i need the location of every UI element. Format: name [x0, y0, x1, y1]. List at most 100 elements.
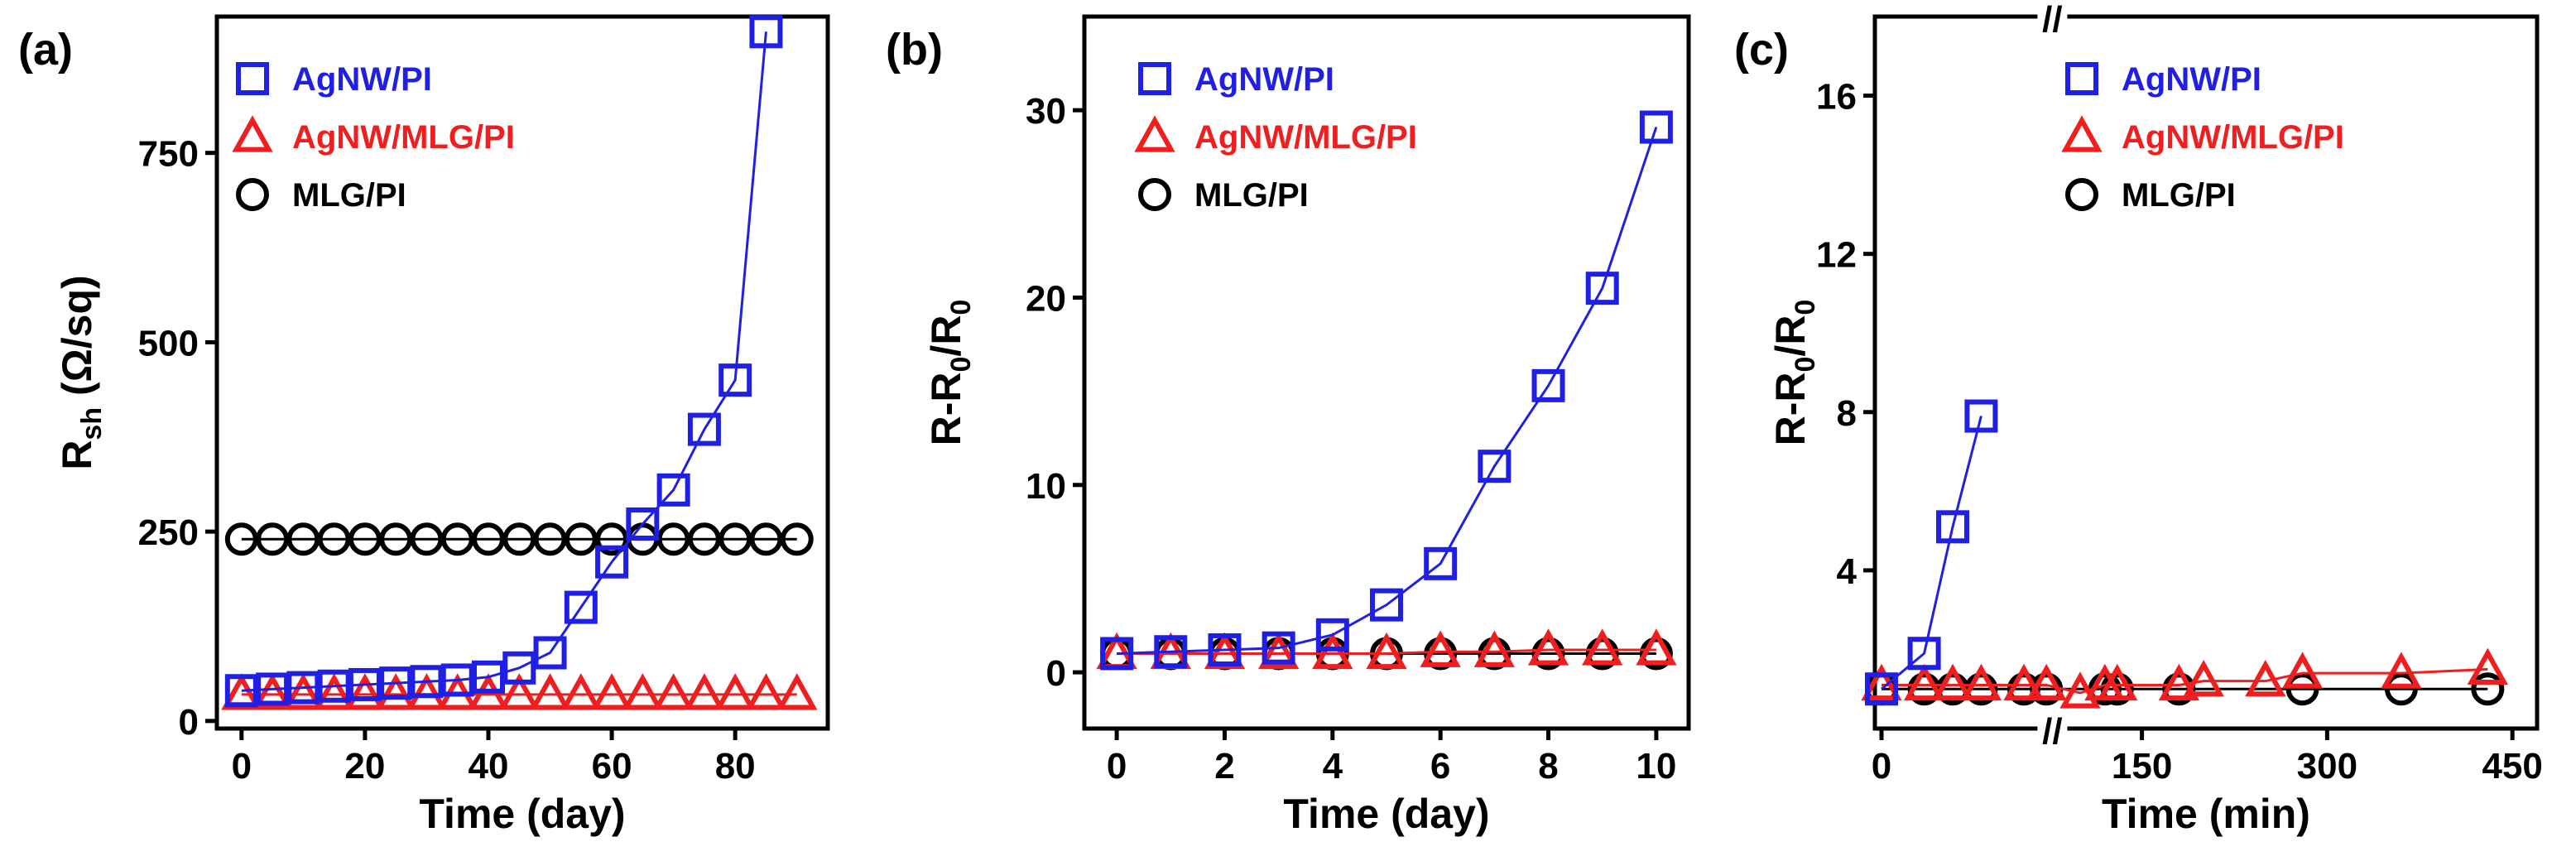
panel-a-series-agnw-mlg-pi-point — [375, 673, 416, 710]
panel-a-series-agnw-pi-point — [564, 590, 598, 624]
panel-b-legend-label-agnw-mlg-pi: AgNW/MLG/PI — [1194, 119, 1417, 156]
panel-c-series-agnw-mlg-pi-point — [2467, 647, 2508, 685]
panel-b: 0 2 4 6 8 10 0 10 20 30 Time (day) R-R0/R0 (b) AgNW/P… — [886, 14, 1691, 837]
panel-a-series-mlg-pi-point — [595, 522, 629, 556]
panel-b-xtick-label: 10 — [1636, 746, 1676, 786]
panel-b-series-agnw-mlg-pi-point — [1582, 628, 1623, 666]
panel-c-series-agnw-mlg-pi-point — [1932, 663, 1973, 701]
panel-c-series-agnw-pi-point — [1936, 510, 1969, 544]
panel-a-series-mlg-pi-point — [379, 522, 413, 556]
panel-b-series-agnw-mlg-pi-point — [1257, 632, 1300, 670]
panel-a-series-agnw-mlg-pi-point — [776, 673, 818, 710]
panel-a-ytick-label: 250 — [138, 512, 199, 553]
panel-a-series-agnw-mlg-pi-point — [498, 673, 540, 710]
panel-b-series-agnw-pi-point — [1370, 588, 1403, 622]
panel-c-legend-label-agnw-mlg-pi: AgNW/MLG/PI — [2122, 119, 2344, 156]
panel-c-xtick-label: 150 — [2112, 746, 2172, 786]
panel-b-series-agnw-pi-point — [1478, 450, 1511, 483]
panel-a-legend-marker-agnw-mlg-pi — [232, 115, 273, 152]
panel-a-series-agnw-pi-point — [472, 660, 505, 694]
panel-b-ytick-label: 30 — [1026, 91, 1066, 132]
panel-a-series-agnw-mlg-pi-point — [344, 673, 386, 710]
panel-c-y-axis-label: R-R0/R0 — [1767, 300, 1821, 446]
panel-a-series-agnw-mlg-pi-point — [406, 673, 448, 710]
panel-b-x-axis-label: Time (day) — [1283, 791, 1489, 837]
panel-b-legend: AgNW/PI AgNW/MLG/PI MLG/PI — [1134, 61, 1417, 214]
panel-a-series-agnw-pi — [224, 15, 783, 708]
panel-c-label: (c) — [1734, 25, 1789, 75]
panel-a-legend-marker-agnw-pi — [236, 62, 269, 95]
panel-a-series-mlg-pi-point — [256, 522, 290, 556]
panel-c-legend-marker-agnw-pi — [2065, 62, 2098, 95]
panel-a-series-agnw-mlg-pi-point — [714, 673, 756, 710]
panel-b-series-agnw-mlg-pi-point — [1473, 630, 1516, 667]
panel-b-legend-marker-mlg-pi — [1138, 178, 1171, 211]
panel-a-series-agnw-mlg-pi-point — [252, 673, 293, 710]
panel-c-series-agnw-mlg-pi-point — [2059, 671, 2101, 709]
panel-a-series-agnw-mlg-pi-point — [745, 673, 787, 710]
panel-c-series-agnw-pi-point — [1964, 399, 1998, 433]
panel-b-ytick-label: 10 — [1026, 466, 1066, 507]
panel-c-series-agnw-pi-line — [1881, 416, 1982, 690]
panel-a-series-agnw-mlg-pi-point — [221, 673, 262, 710]
panel-c-legend-label-agnw-pi: AgNW/PI — [2122, 61, 2261, 98]
panel-a-xtick-label: 80 — [715, 746, 756, 786]
panel-c-top-axis-break-gap — [2037, 7, 2068, 26]
panel-b-ytick-label: 20 — [1026, 278, 1066, 319]
panel-b-series-agnw-pi-point — [1262, 631, 1295, 665]
panel-a-series-mlg-pi-point — [656, 522, 690, 556]
panel-a-series-mlg-pi-point — [780, 522, 814, 556]
panel-c-series-agnw-mlg-pi-point — [2381, 652, 2422, 689]
panel-a-series-mlg-pi-point — [224, 522, 258, 556]
panel-b-series-mlg-pi-point — [1585, 637, 1619, 671]
panel-b-series-agnw-pi-point — [1315, 618, 1349, 652]
panel-b-legend-label-mlg-pi: MLG/PI — [1194, 177, 1309, 214]
panel-a-series-agnw-mlg-pi-point — [282, 673, 324, 710]
panel-c-xtick-label: 450 — [2482, 746, 2542, 786]
panel-c-series-agnw-mlg-pi-point — [2281, 652, 2324, 689]
panel-a-legend-marker-mlg-pi — [236, 178, 269, 211]
panel-b-series-agnw-mlg-pi-line — [1117, 648, 1656, 655]
panel-a-series-mlg-pi-point — [317, 522, 351, 556]
panel-c-series-agnw-mlg-pi-point — [2026, 663, 2067, 701]
panel-c-series-agnw-mlg-pi-point — [1903, 663, 1945, 701]
panel-b-series-agnw-mlg-pi-point — [1527, 628, 1569, 666]
panel-a: 0 20 40 60 80 0 250 500 750 Time (day) Rsh (Ω/sq) (… — [18, 14, 830, 837]
panel-c-series-agnw-mlg-pi-point — [1960, 663, 2002, 701]
panel-a-series-agnw-mlg-pi-point — [652, 673, 694, 710]
panel-a-series-agnw-pi-point — [687, 412, 721, 446]
panel-a-series-agnw-pi-point — [256, 672, 290, 706]
panel-c-ytick-label: 4 — [1837, 551, 1858, 592]
panel-b-legend-label-agnw-pi: AgNW/PI — [1194, 61, 1334, 98]
panel-a-series-agnw-pi-point — [379, 666, 413, 700]
panel-b-series-agnw-pi-point — [1424, 546, 1458, 580]
panel-a-xtick-label: 20 — [344, 746, 385, 786]
panel-a-series-agnw-pi-point — [348, 667, 382, 701]
panel-a-series-agnw-mlg-pi-point — [313, 673, 355, 710]
panel-c-series-mlg-pi-point — [2100, 672, 2134, 706]
panel-a-series-agnw-mlg-pi-point — [591, 673, 632, 710]
panel-c-ytick-label: 8 — [1837, 393, 1857, 434]
panel-c-xtick-label: 0 — [1872, 746, 1891, 786]
panel-c-series-agnw-pi — [1865, 399, 1998, 706]
panel-a-series-agnw-pi-point — [317, 669, 351, 703]
panel-a-series-mlg-pi-point — [440, 522, 474, 556]
panel-a-series-agnw-pi-point — [626, 507, 660, 541]
panel-a-legend: AgNW/PI AgNW/MLG/PI MLG/PI — [232, 61, 515, 214]
panel-c-legend-marker-agnw-mlg-pi — [2061, 115, 2103, 152]
panel-a-series-mlg-pi-point — [502, 522, 536, 556]
panel-c-xtick-label: 300 — [2297, 746, 2357, 786]
panel-b-series-agnw-mlg-pi-point — [1366, 632, 1407, 670]
panel-a-ytick-label: 500 — [138, 323, 199, 363]
panel-c-x-axis-label: Time (min) — [2102, 791, 2310, 837]
panel-b-xtick-label: 0 — [1107, 746, 1127, 786]
panel-c-top-axis-break: // — [2042, 0, 2062, 40]
panel-a-ytick-label: 750 — [138, 134, 199, 175]
panel-b-series-agnw-pi-point — [1531, 368, 1565, 402]
panel-b-legend-marker-agnw-pi — [1138, 62, 1171, 95]
panel-b-xtick-label: 2 — [1214, 746, 1234, 786]
panel-a-series-agnw-pi-point — [595, 545, 629, 579]
panel-b-y-axis-label: R-R0/R0 — [923, 300, 977, 446]
panel-a-ytick-label: 0 — [179, 702, 199, 743]
panel-a-series-agnw-pi-point — [410, 665, 444, 699]
